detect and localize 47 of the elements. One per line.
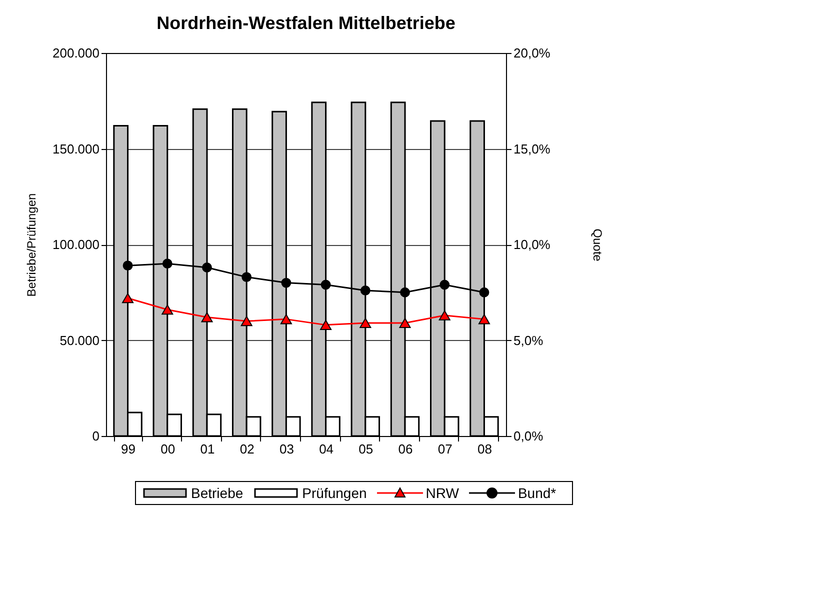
y-tick-label: 50.000 xyxy=(60,332,100,348)
y-tick-label: 0 xyxy=(92,428,100,444)
y-tick-label: 200.000 xyxy=(52,46,100,60)
point xyxy=(202,262,212,272)
y-tick-label: 150.000 xyxy=(52,141,100,156)
legend-label: Prüfungen xyxy=(302,485,367,501)
point xyxy=(400,287,410,298)
x-tick-label: 07 xyxy=(438,442,452,456)
point xyxy=(478,314,490,324)
legend-label: NRW xyxy=(426,485,459,501)
x-tick-label: 02 xyxy=(240,442,254,456)
legend-label: Bund* xyxy=(518,485,556,501)
x-tick-label: 01 xyxy=(200,442,215,456)
chart-title: Nordrhein-Westfalen Mittelbetriebe xyxy=(156,13,456,33)
x-tick-label: 04 xyxy=(319,442,334,456)
y-axis-title: Betriebe/Prüfungen xyxy=(24,193,39,297)
y-tick-label: 100.000 xyxy=(52,237,100,252)
y2-tick-label: 0,0% xyxy=(514,428,544,444)
point xyxy=(122,260,133,271)
x-tick-label: 05 xyxy=(358,442,374,456)
y2-tick-label: 20,0% xyxy=(514,46,551,60)
point xyxy=(242,272,252,282)
legend-label: Betriebe xyxy=(191,485,244,501)
point xyxy=(240,316,252,326)
point xyxy=(320,320,332,330)
point xyxy=(162,304,174,315)
y2-tick-label: 15,0% xyxy=(514,141,551,156)
point xyxy=(201,312,213,322)
point xyxy=(122,293,134,304)
point xyxy=(280,314,292,324)
point xyxy=(440,280,450,290)
x-tick-label: 99 xyxy=(121,442,136,456)
point xyxy=(399,318,411,328)
x-tick-label: 03 xyxy=(279,442,294,456)
y2-axis-title: Quote xyxy=(590,228,604,262)
point xyxy=(360,285,370,296)
point xyxy=(438,310,450,320)
x-tick-label: 08 xyxy=(477,442,492,456)
x-tick-label: 00 xyxy=(160,442,176,456)
point xyxy=(479,287,490,298)
point xyxy=(360,318,372,328)
x-tick-label: 06 xyxy=(398,442,413,456)
point xyxy=(281,278,292,288)
point xyxy=(320,280,331,290)
point xyxy=(162,258,172,269)
y2-tick-label: 5,0% xyxy=(514,332,544,348)
y2-tick-label: 10,0% xyxy=(514,237,551,252)
